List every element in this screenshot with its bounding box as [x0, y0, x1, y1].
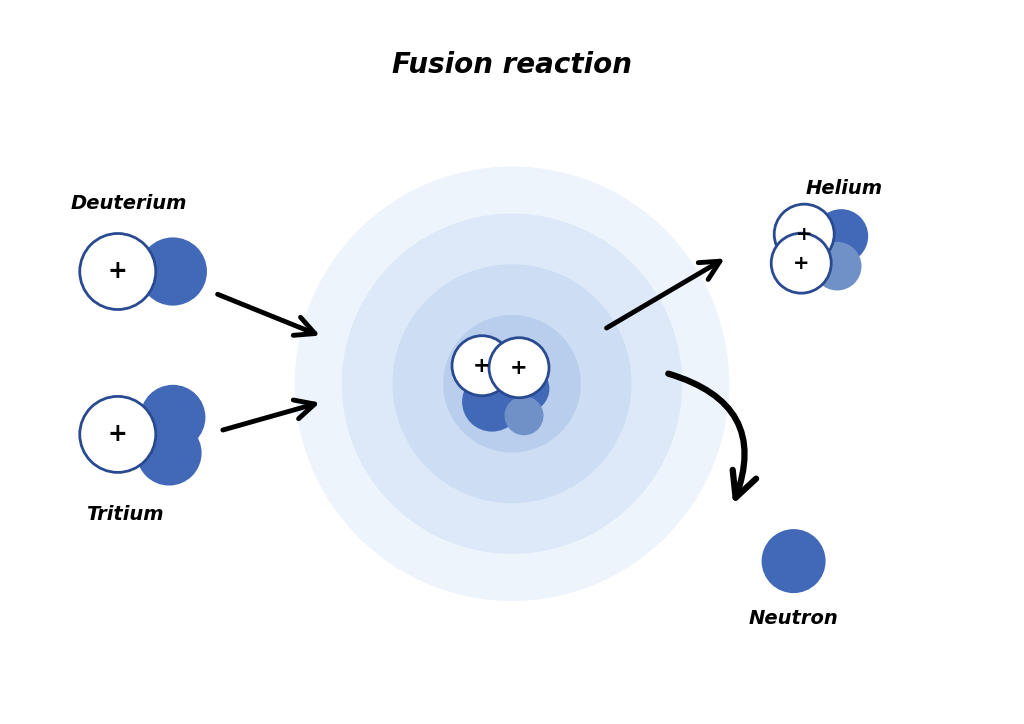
Text: Helium: Helium [806, 179, 883, 198]
Circle shape [462, 372, 522, 432]
Text: +: + [473, 355, 490, 376]
Text: Deuterium: Deuterium [71, 193, 187, 213]
Circle shape [80, 397, 156, 472]
Circle shape [813, 242, 861, 290]
Circle shape [392, 264, 632, 503]
Circle shape [342, 214, 682, 554]
Text: +: + [510, 358, 527, 378]
Circle shape [80, 234, 156, 309]
Circle shape [295, 167, 729, 601]
Circle shape [140, 384, 206, 450]
Circle shape [505, 396, 544, 435]
Circle shape [771, 233, 831, 293]
Circle shape [452, 336, 512, 396]
Text: +: + [796, 224, 812, 244]
Circle shape [136, 421, 202, 486]
Circle shape [762, 529, 825, 593]
Circle shape [139, 237, 207, 306]
Text: Fusion reaction: Fusion reaction [392, 51, 632, 79]
Circle shape [814, 209, 868, 263]
Circle shape [489, 337, 549, 397]
Text: Neutron: Neutron [749, 609, 839, 628]
Text: +: + [108, 422, 128, 447]
Text: Tritium: Tritium [87, 505, 164, 523]
Circle shape [503, 366, 550, 412]
Text: +: + [793, 253, 809, 273]
Circle shape [443, 315, 581, 452]
Circle shape [774, 204, 835, 264]
Text: +: + [108, 259, 128, 284]
